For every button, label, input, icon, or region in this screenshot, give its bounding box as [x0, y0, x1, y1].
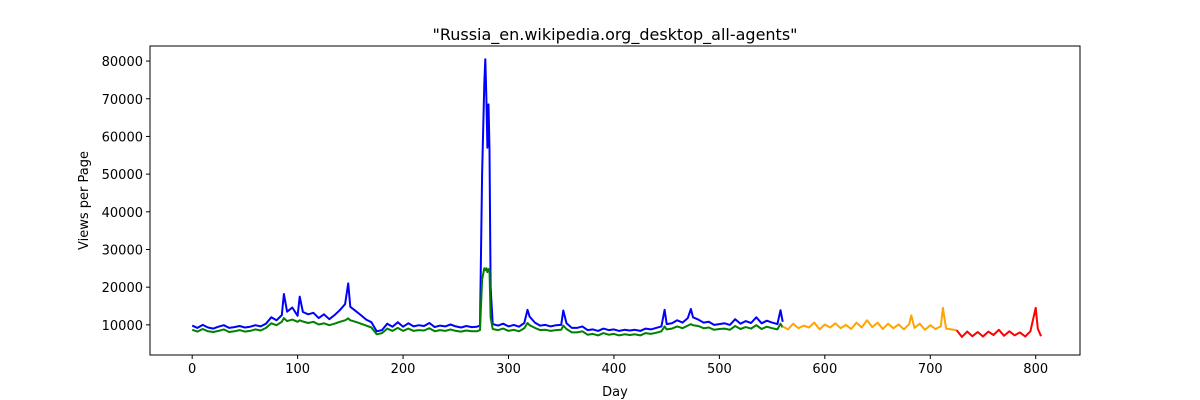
plot-area-frame [149, 45, 1081, 356]
x-tick-label: 200 [391, 362, 416, 377]
x-axis: 0 100 200 300 400 500 600 700 800 [188, 355, 1048, 377]
x-tick-label: 300 [496, 362, 521, 377]
x-tick-label: 500 [707, 362, 732, 377]
series-line-2 [191, 267, 784, 337]
x-tick-label: 600 [812, 362, 837, 377]
y-tick-label: 30000 [102, 243, 143, 258]
y-tick-label: 70000 [102, 93, 143, 108]
series-line-1 [191, 58, 784, 333]
y-tick-label: 20000 [102, 281, 143, 296]
x-tick-label: 700 [918, 362, 943, 377]
x-axis-label: Day [602, 385, 628, 400]
x-tick-label: 800 [1023, 362, 1048, 377]
y-tick-label: 40000 [102, 206, 143, 221]
y-axis-label: Views per Page [77, 151, 92, 250]
chart-title: "Russia_en.wikipedia.org_desktop_all-age… [432, 25, 797, 45]
x-tick-label: 100 [285, 362, 310, 377]
series-line-3 [782, 306, 957, 332]
y-tick-label: 10000 [102, 319, 143, 334]
x-tick-label: 0 [188, 362, 196, 377]
y-tick-label: 80000 [102, 55, 143, 70]
y-tick-label: 50000 [102, 168, 143, 183]
series-line-4 [955, 306, 1042, 338]
y-axis: 10000 20000 30000 40000 50000 60000 70000 80000 [102, 55, 150, 334]
x-tick-label: 400 [602, 362, 627, 377]
series-layer [191, 58, 1042, 338]
y-tick-label: 60000 [102, 130, 143, 145]
